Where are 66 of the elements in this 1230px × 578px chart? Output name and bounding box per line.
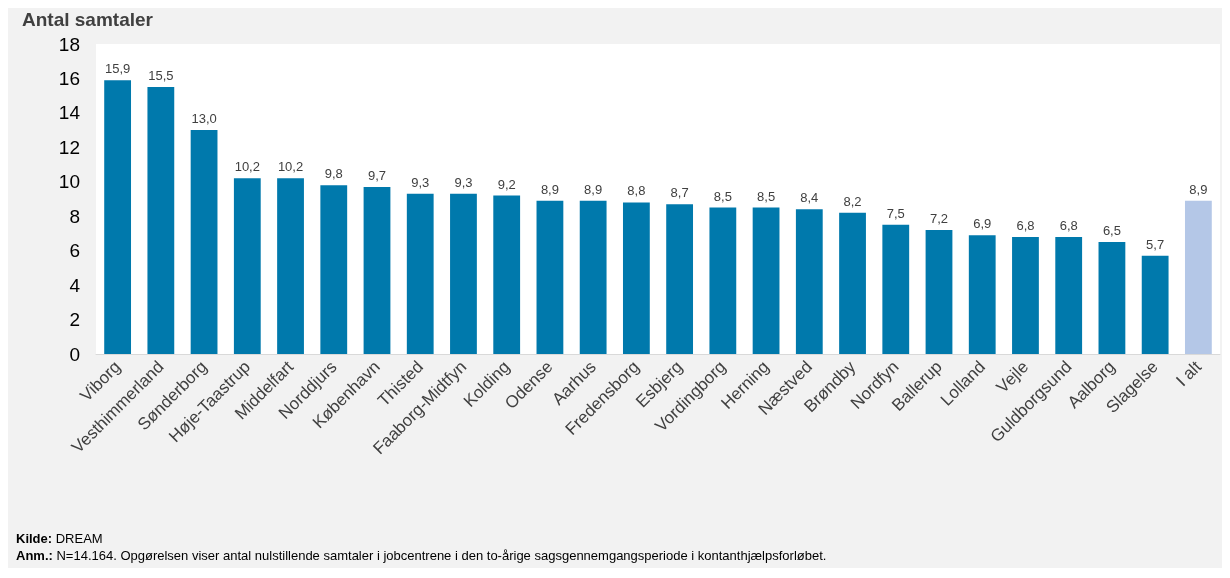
bar <box>233 178 261 354</box>
text: Anm.: N=14.164. Opgørelsen viser antal nulstillende samtaler i jobcentrene i den to-årige sagsgennemgangsperiode i kontanthjælpsforløbet. <box>16 548 827 563</box>
bar <box>493 195 521 354</box>
bar <box>1184 200 1212 354</box>
data-label: 9,2 <box>497 176 516 192</box>
data-label: 8,9 <box>1189 181 1208 197</box>
data-label: 15,9 <box>104 61 131 77</box>
bar <box>579 200 607 354</box>
y-tick-label: 0 <box>69 343 80 365</box>
data-label: 10,2 <box>277 159 304 175</box>
data-label: 8,9 <box>584 181 603 197</box>
bar <box>363 186 391 354</box>
data-label: 8,8 <box>627 183 646 199</box>
data-label: 8,4 <box>800 190 819 206</box>
bar <box>795 209 823 354</box>
data-label: 7,2 <box>929 211 949 226</box>
bar <box>925 230 953 354</box>
data-label: 15,5 <box>148 68 174 84</box>
bar <box>709 207 737 354</box>
x-tick-label: I alt <box>1172 357 1206 391</box>
data-label: 7,5 <box>886 205 905 221</box>
bar <box>1055 236 1083 354</box>
y-tick-label: 18 <box>58 33 80 55</box>
data-label: 8,7 <box>670 185 689 201</box>
bar <box>1098 242 1126 354</box>
bar <box>406 193 434 354</box>
bar <box>104 80 132 354</box>
bar <box>622 202 650 354</box>
bar <box>752 207 780 354</box>
bar <box>277 178 304 354</box>
y-tick-label: 6 <box>69 240 80 262</box>
bar <box>968 235 996 354</box>
data-label: 5,7 <box>1146 236 1165 252</box>
bar <box>882 224 910 354</box>
data-label: 10,2 <box>234 159 260 175</box>
text: Kilde: DREAM <box>16 531 103 546</box>
data-label: 6,5 <box>1102 223 1121 239</box>
y-axis-title: Antal samtaler <box>22 9 154 30</box>
data-label: 9,7 <box>367 167 387 183</box>
bar <box>450 193 477 354</box>
data-label: 6,9 <box>973 216 992 232</box>
bar <box>147 87 175 354</box>
y-tick-label: 10 <box>58 171 80 193</box>
y-tick-label: 4 <box>69 274 81 296</box>
data-label: 9,3 <box>454 174 473 190</box>
data-label: 6,8 <box>1059 217 1078 233</box>
y-tick-label: 2 <box>69 309 80 331</box>
data-label: 8,5 <box>757 188 776 204</box>
bar <box>536 200 564 354</box>
data-label: 8,2 <box>843 193 862 209</box>
bar <box>1141 255 1169 354</box>
bar <box>666 204 694 354</box>
y-tick-label: 8 <box>69 205 80 227</box>
y-tick-label: 16 <box>58 67 80 89</box>
data-label: 13,0 <box>191 111 217 127</box>
y-tick-label: 14 <box>58 102 81 124</box>
data-label: 9,8 <box>324 166 343 182</box>
bar <box>839 212 866 354</box>
data-label: 6,8 <box>1016 217 1035 233</box>
data-label: 9,3 <box>411 174 430 190</box>
data-label: 8,5 <box>713 188 732 204</box>
bar <box>190 130 218 354</box>
bar <box>1012 236 1039 354</box>
data-label: 8,9 <box>540 181 559 197</box>
bar <box>320 185 348 354</box>
y-tick-label: 12 <box>58 136 80 158</box>
